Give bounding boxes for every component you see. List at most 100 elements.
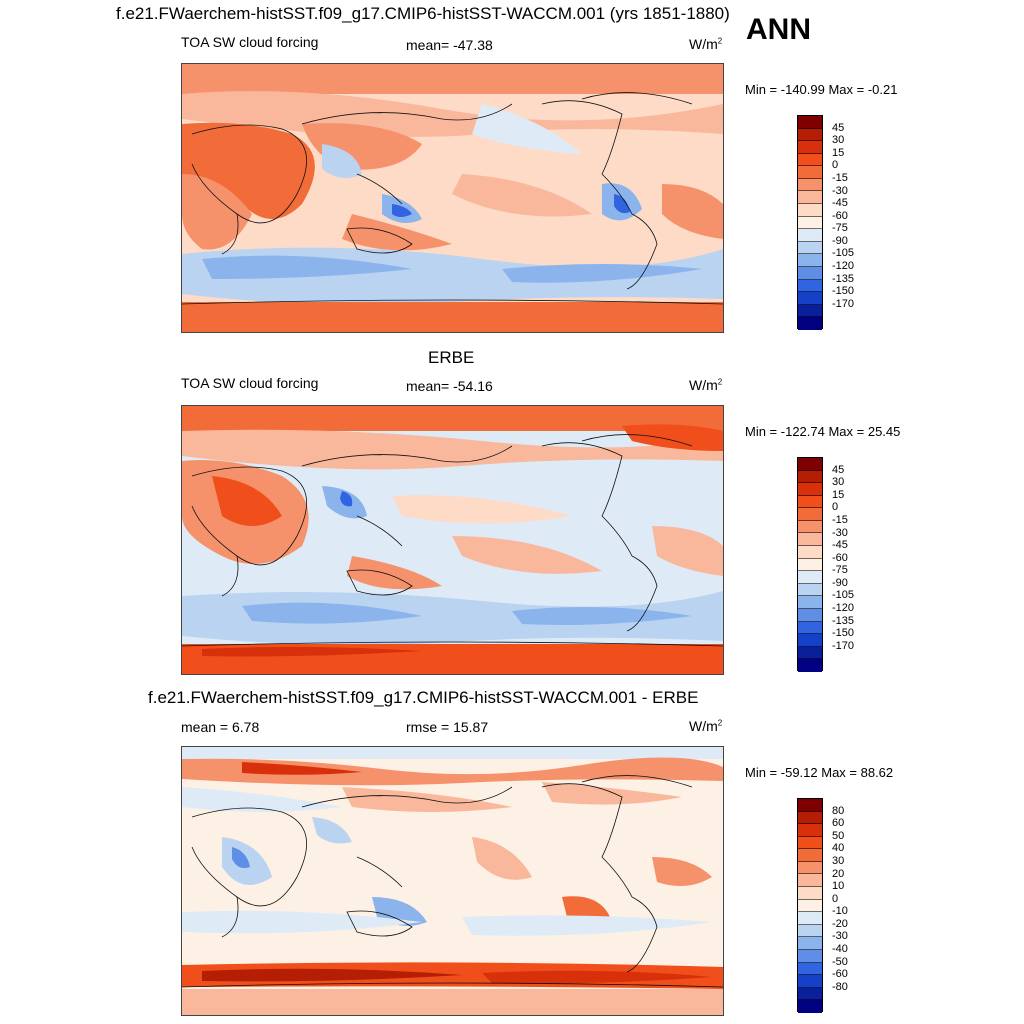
colorbar-segment: [798, 116, 822, 129]
panel3-units: W/m2: [689, 718, 723, 734]
colorbar-segment: [798, 216, 822, 230]
colorbar-tick-label: 60: [832, 817, 845, 830]
colorbar-segment: [798, 508, 822, 521]
colorbar-segment: [798, 962, 822, 976]
colorbar-segment: [798, 912, 822, 925]
colorbar-tick-label: -15: [832, 513, 848, 526]
colorbar-tick-label: -150: [832, 627, 855, 640]
colorbar-segment: [798, 937, 822, 950]
colorbar-tick-label: 45: [832, 121, 845, 134]
colorbar-segment: [798, 608, 822, 622]
colorbar-segment: [798, 861, 822, 875]
colorbar-tick-label: -170: [832, 297, 855, 310]
panel1-map: [181, 63, 724, 333]
colorbar-tick-label: -75: [832, 222, 848, 235]
colorbar-segment: [798, 204, 822, 217]
colorbar-tick-label: -120: [832, 260, 855, 273]
colorbar-segment: [798, 583, 822, 597]
panel3-colorbar: [797, 798, 823, 1013]
panel3-minmax: Min = -59.12 Max = 88.62: [745, 765, 894, 780]
colorbar-segment: [798, 571, 822, 584]
colorbar-tick-label: -60: [832, 209, 848, 222]
colorbar-segment: [798, 483, 822, 496]
colorbar-segment: [798, 458, 822, 471]
panel2-map: [181, 405, 724, 675]
colorbar-segment: [798, 558, 822, 572]
colorbar-segment: [798, 292, 822, 305]
colorbar-tick-label: -15: [832, 171, 848, 184]
colorbar-tick-label: 0: [832, 892, 839, 905]
colorbar-segment: [798, 546, 822, 559]
colorbar-tick-label: 50: [832, 829, 845, 842]
colorbar-segment: [798, 470, 822, 484]
colorbar-tick-label: 15: [832, 488, 845, 501]
colorbar-tick-label: 30: [832, 476, 845, 489]
colorbar-segment: [798, 317, 822, 330]
colorbar-segment: [798, 153, 822, 167]
colorbar-tick-label: 40: [832, 842, 845, 855]
colorbar-tick-label: -90: [832, 576, 848, 589]
colorbar-tick-label: -30: [832, 526, 848, 539]
colorbar-segment: [798, 634, 822, 647]
colorbar-tick-label: 20: [832, 867, 845, 880]
panel2-variable: TOA SW cloud forcing: [181, 375, 319, 391]
colorbar-tick-label: -10: [832, 905, 848, 918]
colorbar-segment: [798, 799, 822, 812]
colorbar-tick-label: -105: [832, 247, 855, 260]
plot-title: f.e21.FWaerchem-histSST.f09_g17.CMIP6-hi…: [116, 4, 730, 23]
colorbar-tick-label: -75: [832, 564, 848, 577]
colorbar-tick-label: 45: [832, 463, 845, 476]
panel3-rmse: rmse = 15.87: [406, 719, 489, 735]
colorbar-segment: [798, 596, 822, 609]
colorbar-segment: [798, 987, 822, 1001]
colorbar-tick-label: -150: [832, 285, 855, 298]
colorbar-tick-label: -30: [832, 930, 848, 943]
colorbar-segment: [798, 495, 822, 509]
colorbar-tick-label: -50: [832, 955, 848, 968]
colorbar-segment: [798, 141, 822, 154]
panel3-map: [181, 746, 724, 1016]
colorbar-tick-label: -20: [832, 917, 848, 930]
colorbar-segment: [798, 254, 822, 267]
colorbar-tick-label: 15: [832, 146, 845, 159]
colorbar-tick-label: 30: [832, 134, 845, 147]
colorbar-tick-label: -135: [832, 614, 855, 627]
colorbar-tick-label: -135: [832, 272, 855, 285]
colorbar-tick-label: 30: [832, 854, 845, 867]
colorbar-segment: [798, 1000, 822, 1013]
colorbar-segment: [798, 279, 822, 293]
colorbar-segment: [798, 849, 822, 862]
colorbar-segment: [798, 241, 822, 255]
colorbar-tick-label: -120: [832, 602, 855, 615]
panel2-mean: mean= -54.16: [406, 378, 493, 394]
colorbar-segment: [798, 899, 822, 913]
colorbar-segment: [798, 304, 822, 318]
colorbar-segment: [798, 874, 822, 888]
colorbar-segment: [798, 949, 822, 963]
panel2-units: W/m2: [689, 377, 723, 393]
panel1-mean: mean= -47.38: [406, 37, 493, 53]
colorbar-tick-label: -30: [832, 184, 848, 197]
colorbar-tick-label: -80: [832, 980, 848, 993]
colorbar-tick-label: 0: [832, 501, 839, 514]
colorbar-tick-label: -105: [832, 589, 855, 602]
colorbar-segment: [798, 520, 822, 534]
colorbar-tick-label: -45: [832, 197, 848, 210]
colorbar-segment: [798, 659, 822, 672]
colorbar-segment: [798, 836, 822, 850]
colorbar-segment: [798, 646, 822, 660]
colorbar-segment: [798, 266, 822, 280]
colorbar-segment: [798, 178, 822, 192]
colorbar-segment: [798, 229, 822, 242]
colorbar-segment: [798, 887, 822, 900]
panel3-mean: mean = 6.78: [181, 719, 260, 735]
colorbar-tick-label: 10: [832, 880, 845, 893]
panel1-units: W/m2: [689, 36, 723, 52]
colorbar-tick-label: -60: [832, 968, 848, 981]
colorbar-segment: [798, 191, 822, 205]
colorbar-tick-label: -90: [832, 234, 848, 247]
colorbar-segment: [798, 811, 822, 825]
panel3-title: f.e21.FWaerchem-histSST.f09_g17.CMIP6-hi…: [148, 688, 699, 707]
colorbar-tick-label: -170: [832, 639, 855, 652]
colorbar-segment: [798, 975, 822, 988]
